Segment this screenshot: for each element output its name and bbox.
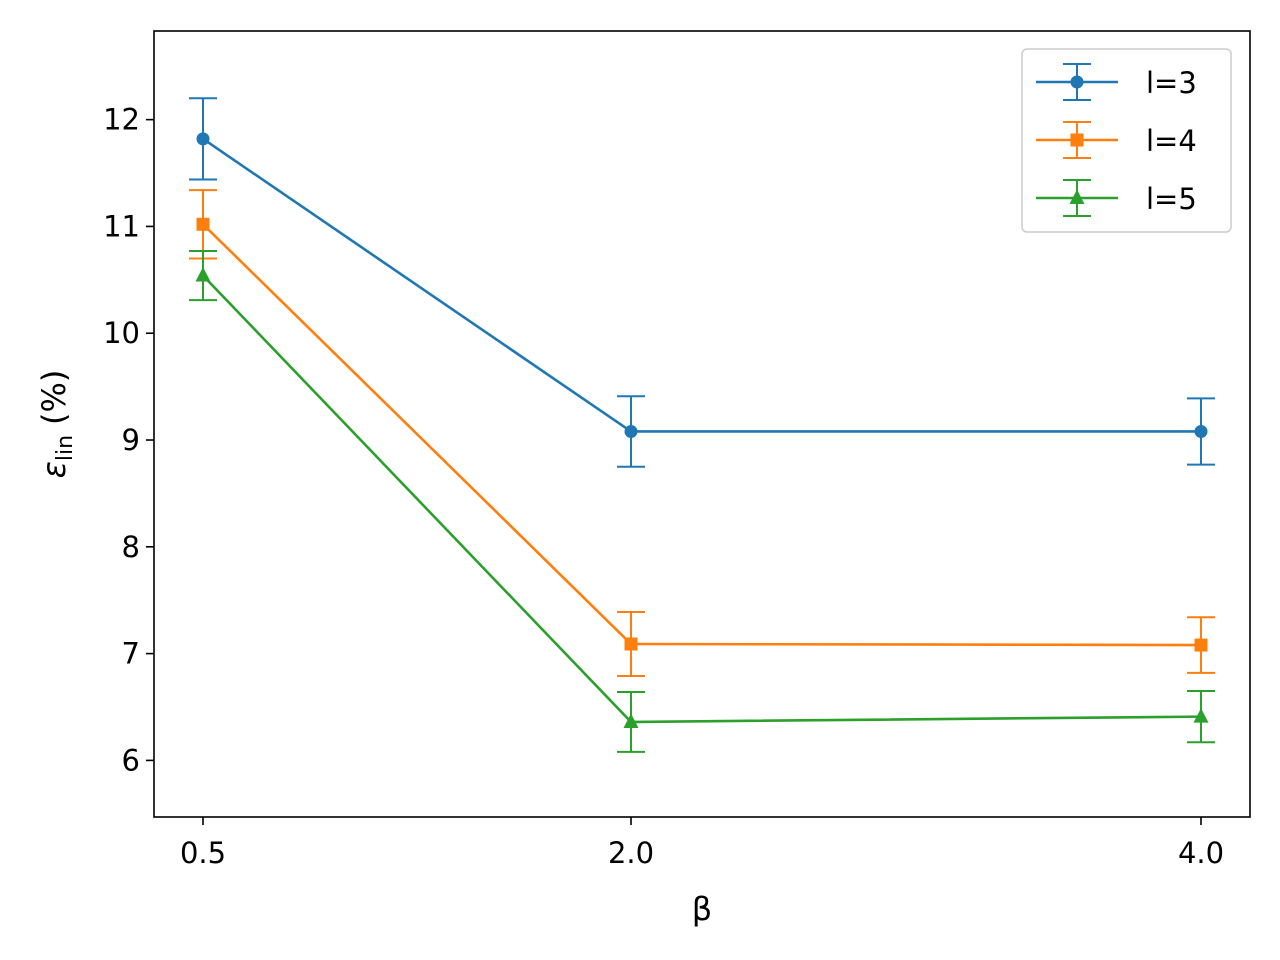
- series-layer: [189, 97, 1215, 753]
- legend-label: l=4: [1146, 124, 1197, 158]
- data-point: [623, 713, 639, 728]
- data-point: [1193, 708, 1209, 723]
- legend-item-l=3: l=3: [1036, 63, 1197, 101]
- data-point: [1194, 424, 1208, 438]
- series-l=3: [189, 97, 1215, 468]
- y-axis-label: εlin (%): [35, 370, 78, 479]
- legend-item-l=4: l=4: [1036, 121, 1197, 159]
- y-tick-label: 9: [122, 423, 140, 457]
- data-point: [1194, 638, 1208, 652]
- y-axis-label-symbol: ε: [35, 461, 73, 478]
- y-axis: 6 7 8 9 10 11 12: [103, 103, 154, 777]
- legend: l=3 l=4 l=5: [1021, 48, 1232, 233]
- series-l=5: [189, 249, 1215, 753]
- x-tick-label: 4.0: [1178, 836, 1224, 870]
- y-tick-label: 6: [122, 743, 140, 777]
- data-point: [196, 217, 210, 231]
- y-tick-label: 7: [122, 637, 140, 671]
- data-point: [624, 424, 638, 438]
- legend-marker: [1070, 133, 1084, 147]
- legend-marker: [1070, 75, 1084, 89]
- y-axis-label-unit: (%): [35, 370, 73, 425]
- x-tick-label: 0.5: [180, 836, 226, 870]
- legend-items: l=3 l=4 l=5: [1036, 63, 1197, 217]
- y-axis-label-subscript: lin: [53, 435, 78, 461]
- legend-box: [1021, 48, 1232, 233]
- x-tick-label: 2.0: [608, 836, 654, 870]
- y-tick-label: 8: [122, 530, 140, 564]
- plot-frame: [153, 30, 1251, 818]
- legend-label: l=3: [1146, 66, 1197, 100]
- data-point: [196, 132, 210, 146]
- series-l=4: [189, 189, 1215, 678]
- y-tick-label: 10: [103, 316, 140, 350]
- data-point: [195, 267, 211, 282]
- x-axis-label: β: [692, 890, 712, 928]
- legend-item-l=5: l=5: [1036, 179, 1197, 217]
- legend-marker: [1069, 189, 1085, 204]
- legend-label: l=5: [1146, 182, 1197, 216]
- x-axis: 0.5 2.0 4.0: [180, 817, 1224, 870]
- y-tick-label: 11: [103, 209, 140, 243]
- data-point: [624, 637, 638, 651]
- y-tick-label: 12: [103, 103, 140, 137]
